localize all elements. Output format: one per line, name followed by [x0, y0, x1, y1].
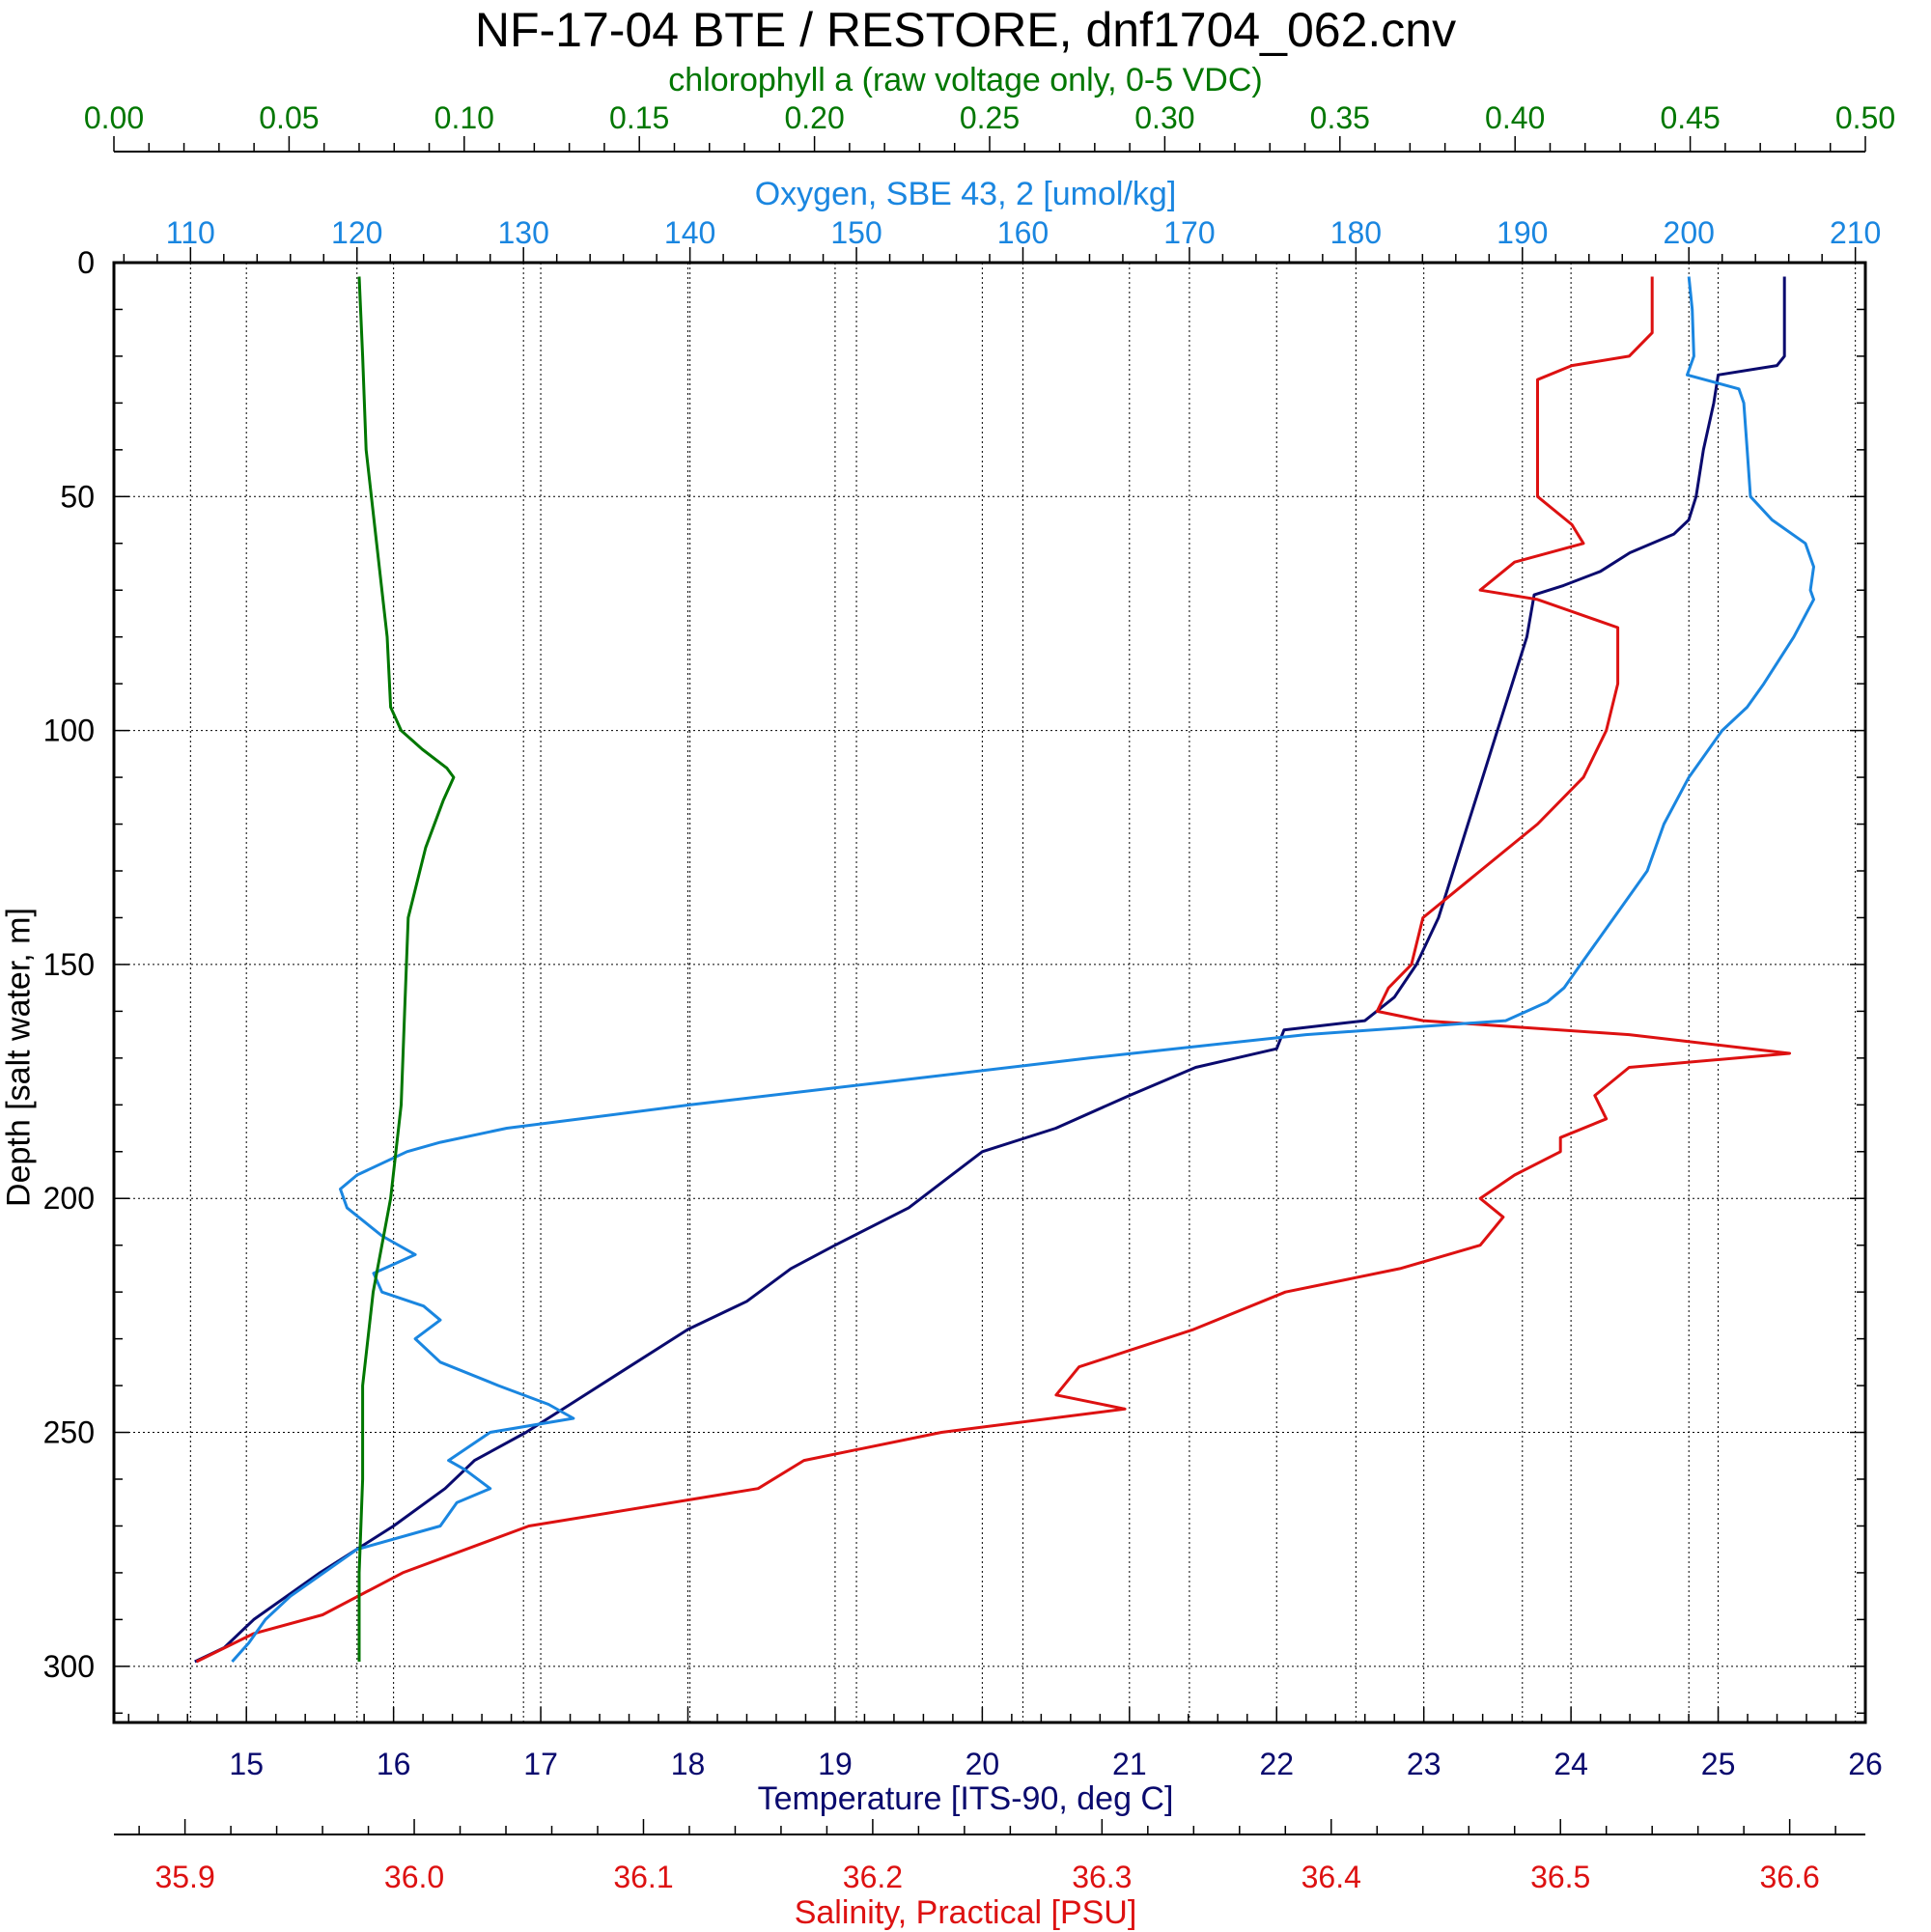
depth-tick-label: 300	[43, 1649, 95, 1684]
depth-tick-label: 100	[43, 714, 95, 748]
temperature-tick-label: 20	[966, 1747, 1000, 1781]
chlorophyll-tick-label: 0.45	[1660, 100, 1720, 135]
chlorophyll-tick-label: 0.50	[1835, 100, 1895, 135]
temperature-tick-label: 18	[671, 1747, 706, 1781]
oxygen-tick-label: 150	[830, 215, 882, 250]
temperature-axis-label: Temperature [ITS-90, deg C]	[757, 1780, 1174, 1817]
temperature-tick-label: 21	[1112, 1747, 1147, 1781]
temperature-tick-label: 22	[1259, 1747, 1294, 1781]
oxygen-tick-label: 160	[997, 215, 1049, 250]
depth-tick-label: 50	[60, 479, 95, 514]
temperature-tick-label: 24	[1553, 1747, 1588, 1781]
salinity-tick-label: 35.9	[154, 1860, 214, 1894]
temperature-tick-label: 19	[818, 1747, 853, 1781]
chart-title: NF-17-04 BTE / RESTORE, dnf1704_062.cnv	[474, 3, 1457, 57]
depth-tick-label: 0	[77, 245, 95, 280]
oxygen-tick-label: 110	[166, 215, 215, 250]
temperature-tick-label: 17	[523, 1747, 558, 1781]
salinity-tick-label: 36.1	[613, 1860, 673, 1894]
temperature-tick-label: 16	[377, 1747, 411, 1781]
chlorophyll-tick-label: 0.15	[609, 100, 669, 135]
oxygen-tick-label: 210	[1830, 215, 1881, 250]
depth-tick-label: 250	[43, 1415, 95, 1450]
temperature-tick-label: 23	[1407, 1747, 1441, 1781]
oxygen-tick-label: 200	[1664, 215, 1715, 250]
series	[194, 276, 1815, 1664]
grid	[114, 263, 1865, 1722]
oxygen-tick-label: 130	[497, 215, 548, 250]
temperature-tick-label: 15	[229, 1747, 264, 1781]
oxygen-tick-label: 140	[664, 215, 715, 250]
chlorophyll-tick-label: 0.35	[1310, 100, 1370, 135]
salinity-tick-label: 36.2	[843, 1860, 903, 1894]
temperature-tick-label: 25	[1701, 1747, 1736, 1781]
temperature-profile-line	[194, 276, 1786, 1664]
salinity-tick-label: 36.6	[1760, 1860, 1820, 1894]
salinity-axis-label: Salinity, Practical [PSU]	[794, 1894, 1137, 1931]
salinity-profile-line	[195, 276, 1792, 1664]
oxygen-tick-label: 120	[331, 215, 382, 250]
plot-frame	[112, 261, 1867, 1724]
chlorophyll-tick-label: 0.05	[259, 100, 319, 135]
oxygen-tick-label: 180	[1330, 215, 1382, 250]
depth-tick-label: 200	[43, 1181, 95, 1216]
depth-tick-label: 150	[43, 947, 95, 982]
oxygen-tick-label: 170	[1163, 215, 1215, 250]
salinity-tick-label: 36.3	[1072, 1860, 1132, 1894]
chlorophyll-tick-label: 0.40	[1485, 100, 1545, 135]
salinity-tick-label: 36.5	[1530, 1860, 1590, 1894]
salinity-tick-label: 36.4	[1301, 1860, 1361, 1894]
chlorophyll-tick-label: 0.00	[84, 100, 144, 135]
chlorophyll-profile-line	[357, 276, 456, 1662]
oxygen-tick-label: 190	[1497, 215, 1548, 250]
chlorophyll-tick-label: 0.20	[784, 100, 844, 135]
chlorophyll-tick-label: 0.10	[434, 100, 494, 135]
chlorophyll-axis-label: chlorophyll a (raw voltage only, 0-5 VDC…	[668, 62, 1263, 98]
oxygen-profile-line	[231, 276, 1815, 1663]
chlorophyll-tick-label: 0.25	[960, 100, 1020, 135]
chlorophyll-tick-label: 0.30	[1134, 100, 1194, 135]
axes: 0.00 0.05 0.10 0.15 0.20 0.25 0.30 0.35 0.40 0.45…	[43, 100, 1896, 1894]
oxygen-axis-label: Oxygen, SBE 43, 2 [umol/kg]	[754, 176, 1177, 212]
temperature-tick-label: 26	[1848, 1747, 1883, 1781]
salinity-tick-label: 36.0	[384, 1860, 444, 1894]
